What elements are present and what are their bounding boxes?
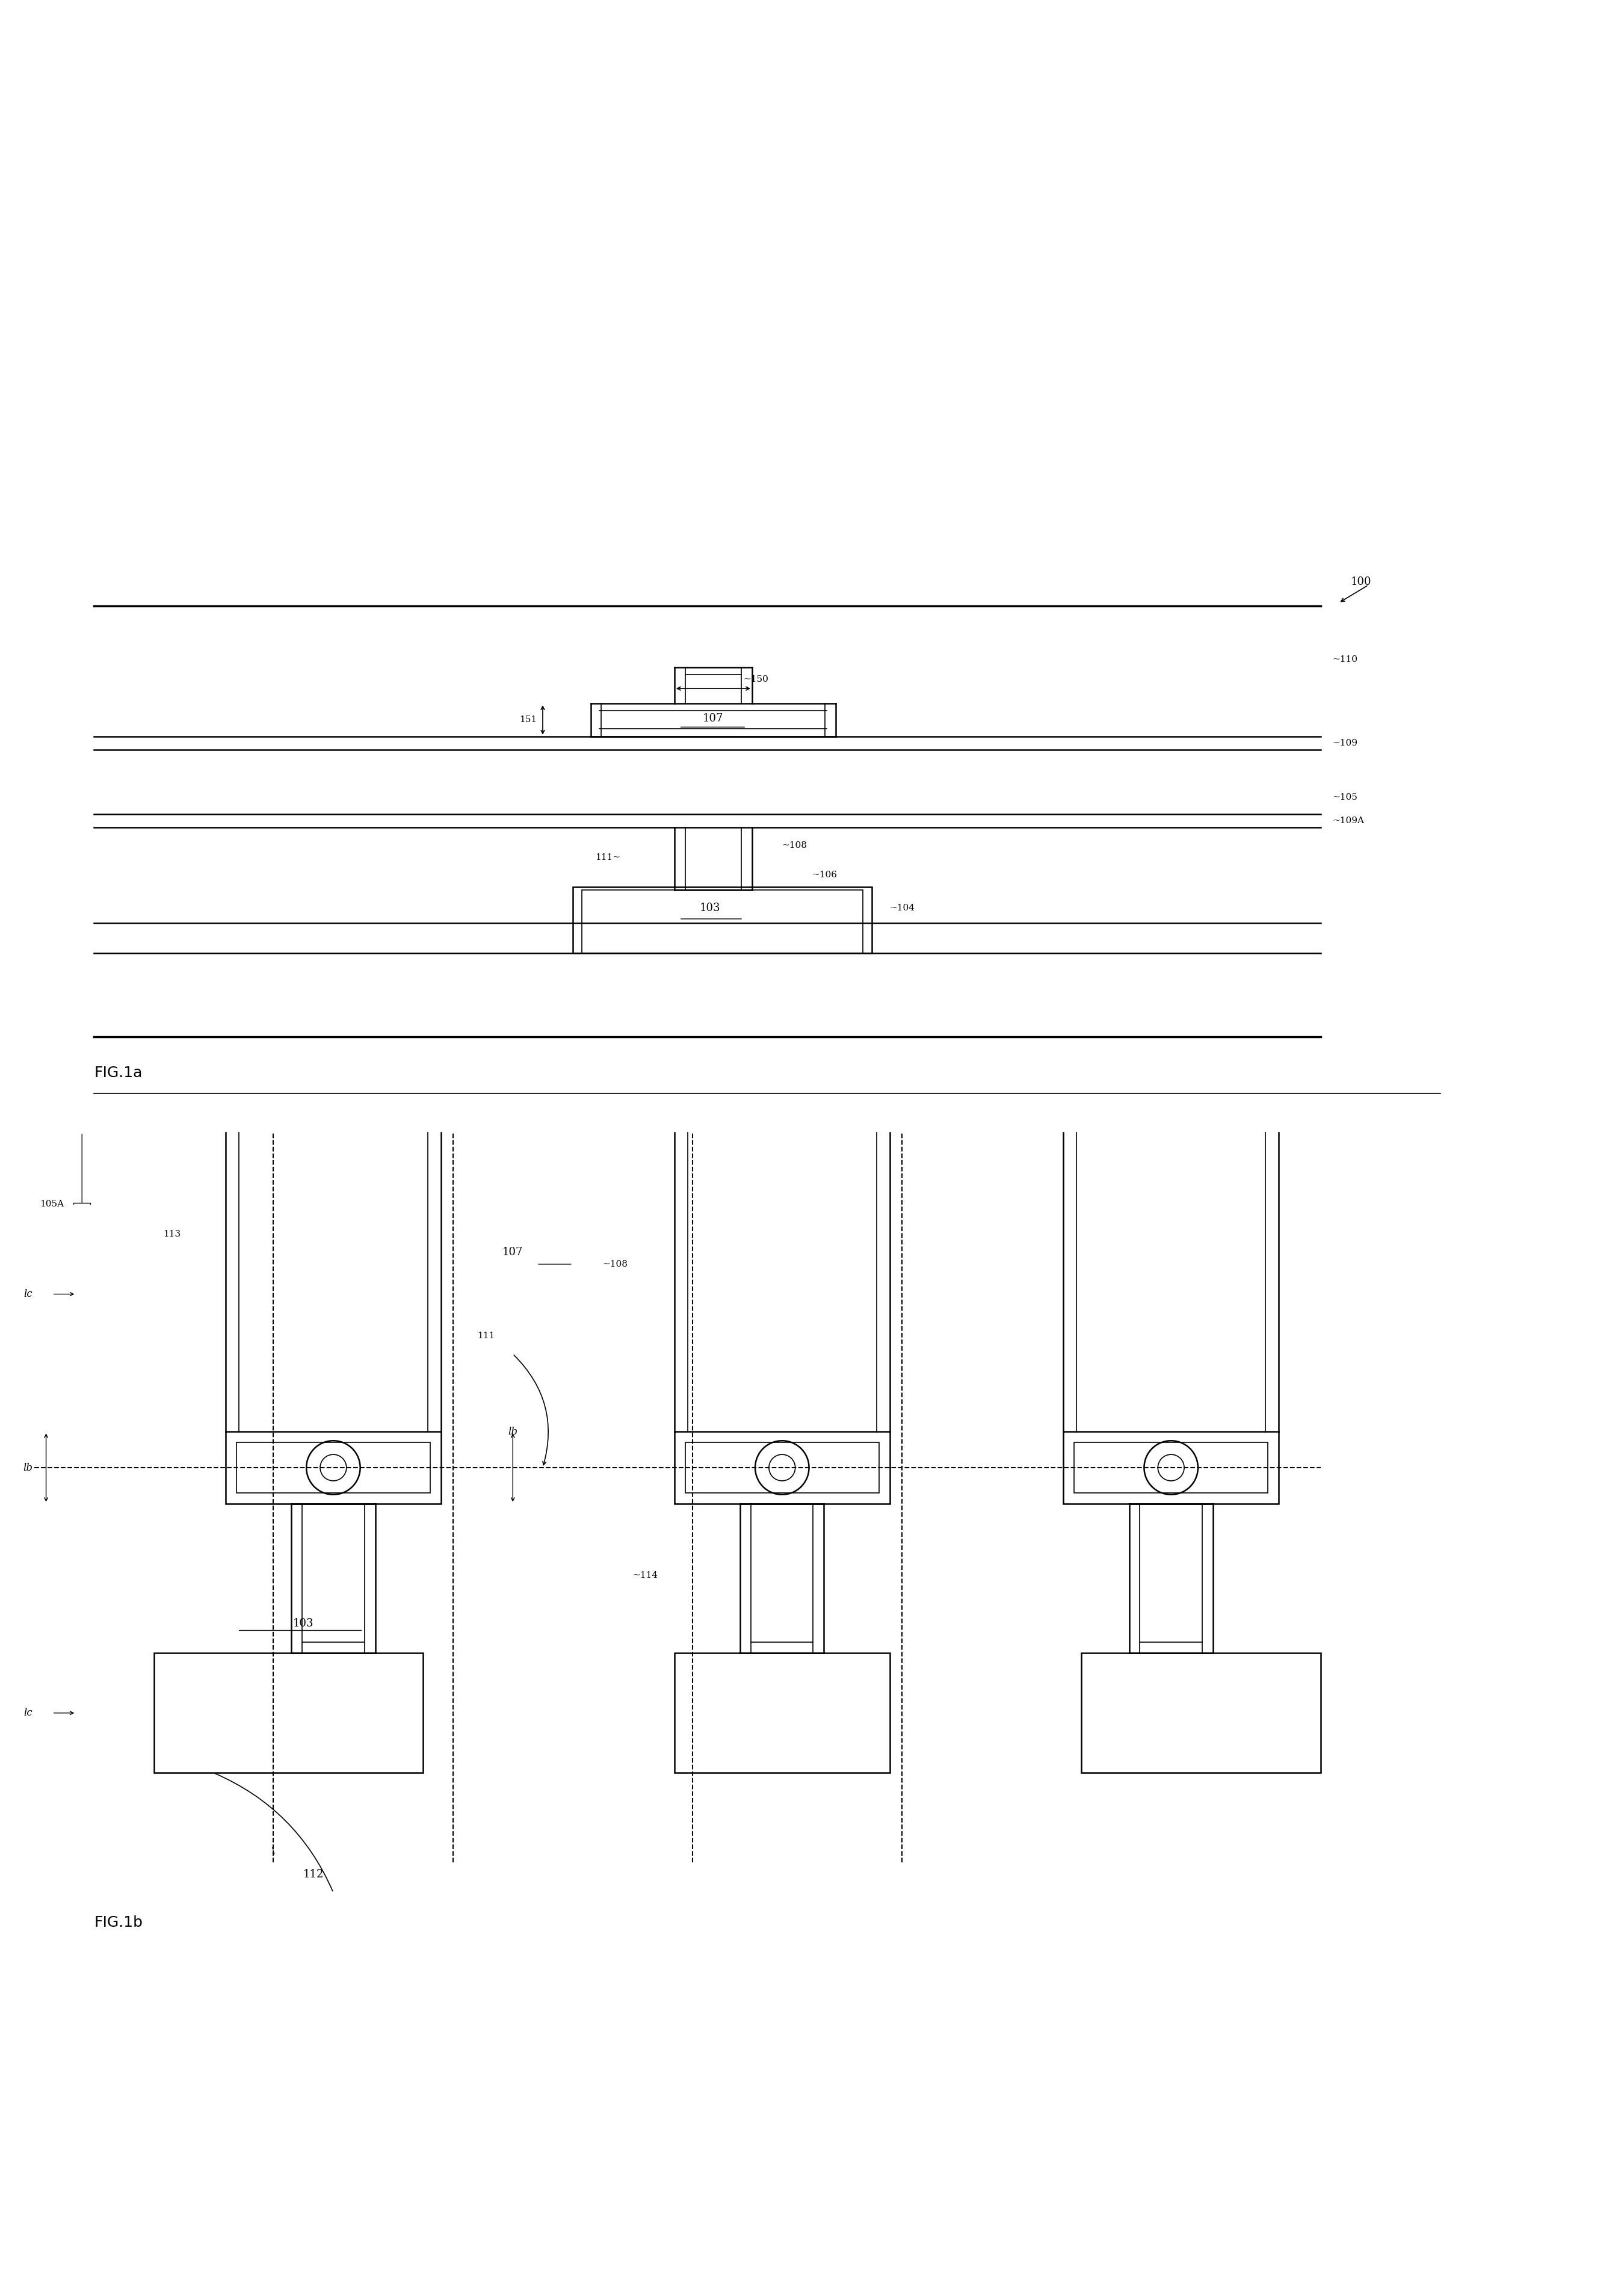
Text: 151: 151 (520, 716, 538, 723)
Text: ~108: ~108 (783, 840, 807, 849)
Text: 103: 103 (292, 1618, 313, 1630)
Text: 100: 100 (1351, 577, 1371, 588)
Text: lc: lc (24, 1708, 32, 1719)
Bar (226, 1431, 442, 1504)
Bar (1082, 1653, 1320, 1774)
Text: ~106: ~106 (812, 872, 838, 879)
Bar (1073, 1442, 1268, 1492)
Text: ~109A: ~109A (1333, 817, 1364, 824)
Text: ~150: ~150 (744, 675, 768, 684)
Text: FIG.1a: FIG.1a (94, 1064, 143, 1080)
Bar (237, 1442, 430, 1492)
Text: \: \ (273, 1847, 274, 1854)
Text: FIG.1b: FIG.1b (94, 1916, 143, 1930)
Text: ~105: ~105 (1333, 794, 1358, 801)
Bar (573, 888, 872, 952)
Bar (685, 1442, 879, 1492)
Text: lb: lb (23, 1463, 32, 1472)
Text: 103: 103 (700, 902, 721, 913)
Text: 107: 107 (502, 1248, 523, 1257)
Text: ~110: ~110 (1333, 655, 1358, 664)
Text: 113: 113 (162, 1229, 180, 1238)
Text: 107: 107 (703, 714, 724, 723)
Text: lb: lb (508, 1426, 518, 1437)
Text: ~114: ~114 (632, 1570, 658, 1579)
Text: ~109: ~109 (1333, 739, 1358, 746)
Text: lc: lc (24, 1289, 32, 1300)
Text: ~108: ~108 (603, 1259, 628, 1268)
Bar (1064, 1431, 1278, 1504)
Text: 105A: 105A (41, 1199, 63, 1209)
Bar (581, 890, 862, 952)
Bar (674, 1431, 890, 1504)
Text: 111: 111 (477, 1332, 495, 1339)
Text: 112: 112 (304, 1870, 325, 1879)
Bar (674, 1653, 890, 1774)
Text: 111~: 111~ (596, 854, 620, 861)
Bar (154, 1653, 422, 1774)
Text: ~104: ~104 (890, 904, 914, 913)
